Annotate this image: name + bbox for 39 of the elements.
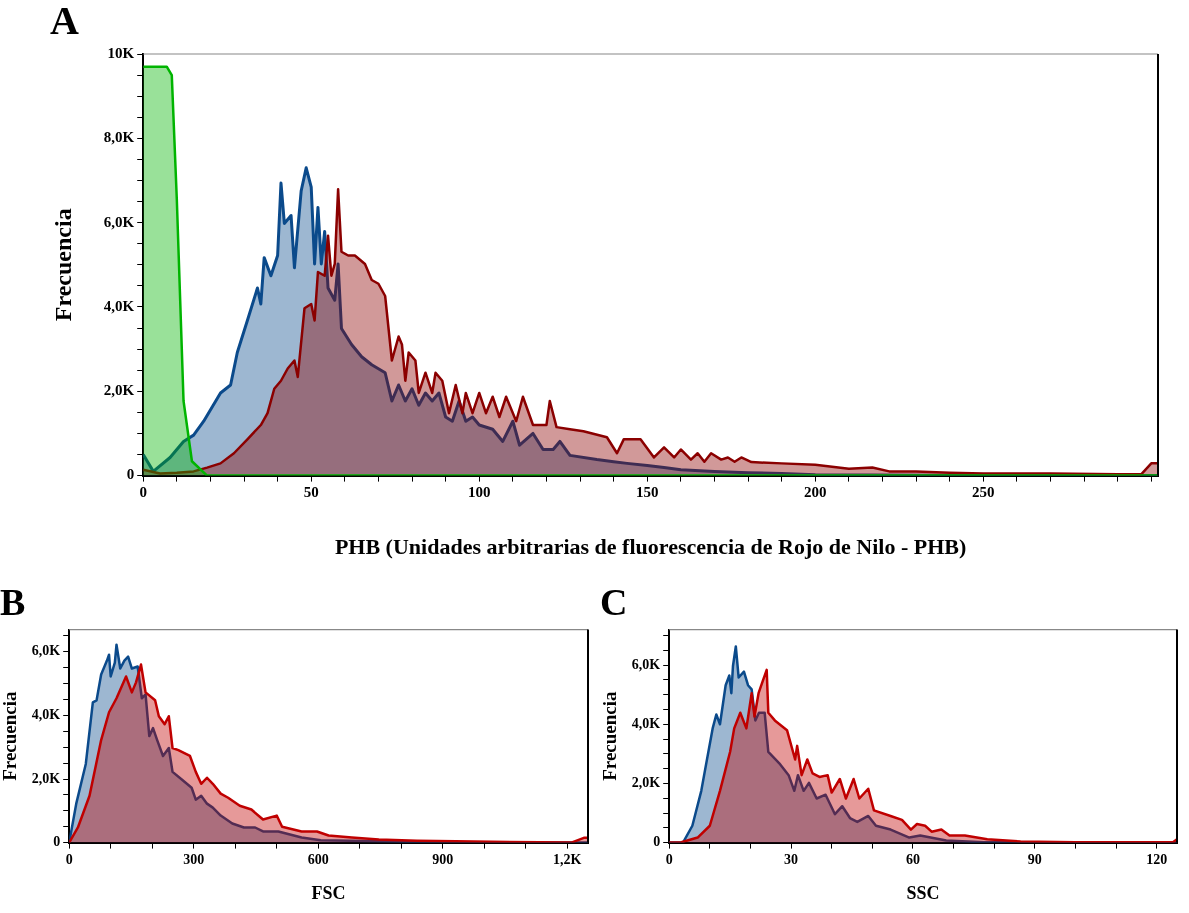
- y-tick-label: 0: [653, 834, 661, 850]
- x-tick-label: 30: [784, 851, 799, 867]
- x-tick-label: 50: [303, 484, 319, 501]
- y-tick-label: 2,0K: [31, 770, 61, 786]
- x-axis-title: PHB (Unidades arbitrarias de fluorescencia de Rojo de Nilo - PHB): [334, 534, 967, 560]
- y-tick-label: 6,0K: [103, 213, 135, 230]
- x-axis-title: SSC: [906, 882, 940, 903]
- y-axis-title: Frecuencia: [599, 690, 621, 781]
- x-tick-label: 0: [65, 851, 73, 867]
- y-tick-label: 8,0K: [103, 129, 135, 146]
- x-axis-title: FSC: [311, 882, 346, 903]
- chart-title: B: [0, 580, 26, 623]
- x-tick-label: 900: [432, 851, 454, 867]
- y-tick-label: 2,0K: [103, 382, 135, 399]
- x-tick-label: 600: [307, 851, 329, 867]
- chart-title: A: [50, 0, 79, 44]
- x-tick-label: 60: [905, 851, 920, 867]
- x-tick-label: 1,2K: [553, 851, 582, 867]
- y-tick-label: 2,0K: [631, 775, 661, 791]
- x-tick-label: 200: [804, 484, 827, 501]
- y-axis-title: Frecuencia: [49, 208, 76, 322]
- y-tick-label: 6,0K: [31, 643, 61, 659]
- chart-title: C: [600, 580, 628, 623]
- y-tick-label: 0: [126, 466, 135, 483]
- x-tick-label: 100: [467, 484, 491, 501]
- x-tick-label: 0: [139, 484, 147, 501]
- y-tick-label: 0: [53, 834, 61, 850]
- y-tick-label: 4,0K: [631, 715, 661, 731]
- y-tick-label: 10K: [107, 44, 135, 61]
- y-tick-label: 6,0K: [631, 656, 661, 672]
- x-tick-label: 150: [636, 484, 659, 501]
- x-tick-label: 120: [1146, 851, 1168, 867]
- x-tick-label: 250: [972, 484, 995, 501]
- x-tick-label: 300: [183, 851, 205, 867]
- y-axis-title: Frecuencia: [0, 690, 21, 781]
- y-tick-label: 4,0K: [103, 297, 135, 314]
- x-tick-label: 90: [1027, 851, 1042, 867]
- y-tick-label: 4,0K: [31, 707, 61, 723]
- x-tick-label: 0: [665, 851, 673, 867]
